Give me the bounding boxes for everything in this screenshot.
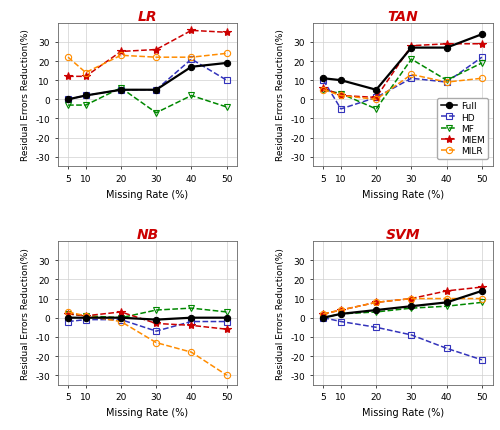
Title: TAN: TAN <box>387 10 418 24</box>
X-axis label: Missing Rate (%): Missing Rate (%) <box>106 407 188 417</box>
Y-axis label: Residual Errors Reduction(%): Residual Errors Reduction(%) <box>20 30 30 161</box>
Title: NB: NB <box>136 227 158 242</box>
X-axis label: Missing Rate (%): Missing Rate (%) <box>362 189 444 199</box>
Legend: Full, HD, MF, MIEM, MILR: Full, HD, MF, MIEM, MILR <box>437 98 488 160</box>
Title: SVM: SVM <box>386 227 420 242</box>
X-axis label: Missing Rate (%): Missing Rate (%) <box>106 189 188 199</box>
X-axis label: Missing Rate (%): Missing Rate (%) <box>362 407 444 417</box>
Y-axis label: Residual Errors Reduction(%): Residual Errors Reduction(%) <box>276 30 285 161</box>
Y-axis label: Residual Errors Reduction(%): Residual Errors Reduction(%) <box>276 247 285 379</box>
Y-axis label: Residual Errors Reduction(%): Residual Errors Reduction(%) <box>20 247 30 379</box>
Title: LR: LR <box>138 10 157 24</box>
